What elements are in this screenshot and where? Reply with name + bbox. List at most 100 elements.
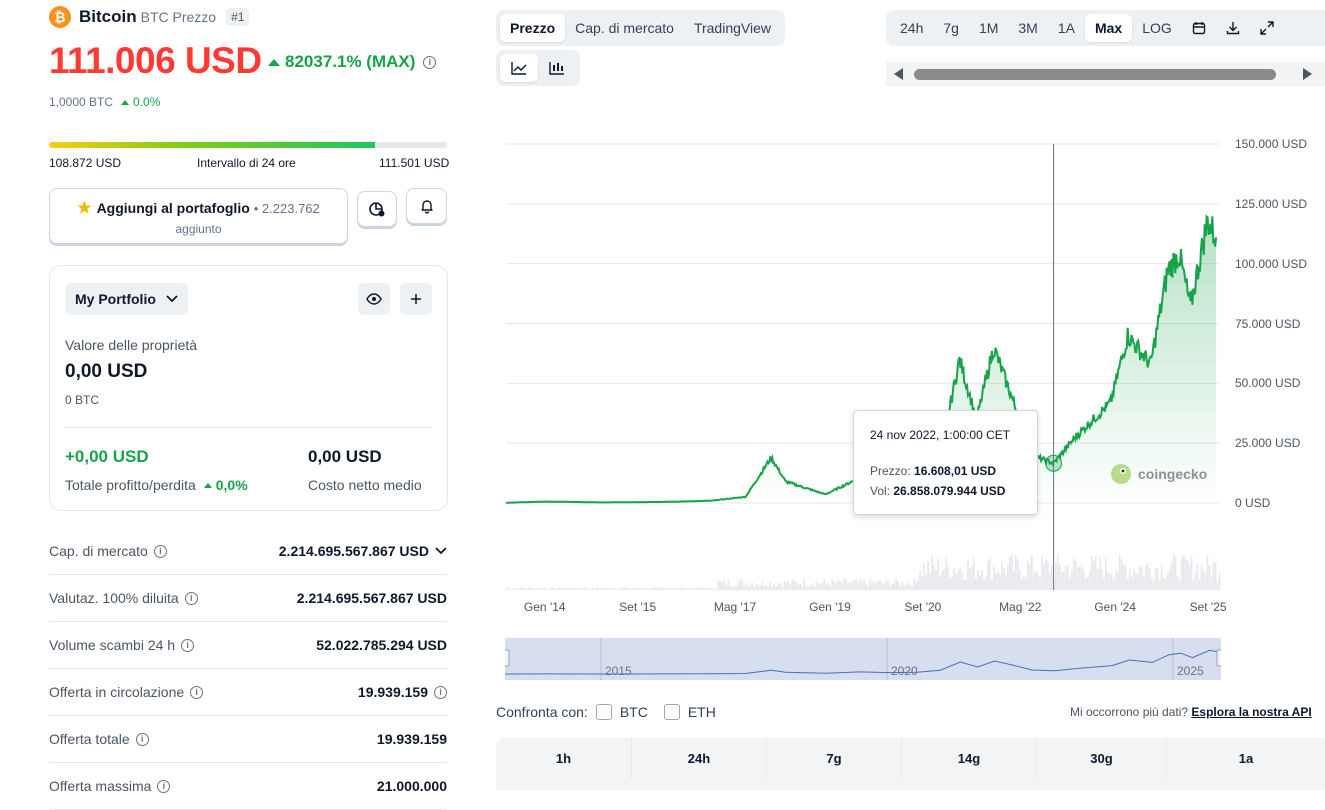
volume-bar [727,579,730,590]
info-icon[interactable]: i [153,544,167,558]
tab-market-cap[interactable]: Cap. di mercato [575,20,674,36]
navigator-left-handle[interactable] [505,649,510,667]
volume-bar [927,561,929,590]
volume-bar [961,572,963,590]
scroll-left-icon[interactable] [894,68,904,80]
calendar-button[interactable] [1182,14,1216,42]
candlestick-icon [549,62,564,75]
btc-value: 1,0000 BTC [49,95,114,109]
range-log[interactable]: LOG [1142,20,1172,36]
candlestick-chart-button[interactable] [538,54,576,82]
volume-bar [759,584,762,590]
volume-bar [1082,570,1085,590]
bitcoin-logo-icon: ₿ [49,6,71,28]
api-prompt-text: Mi occorrono più dati? [1070,705,1189,719]
volume-bar [1156,568,1159,590]
price-alert-button[interactable] [406,188,447,224]
navigator-right-handle[interactable] [1216,649,1221,667]
range-7d[interactable]: 7g [943,20,959,36]
volume-bar [863,579,865,590]
volume-bar [811,584,814,590]
api-link[interactable]: Esplora la nostra API [1191,705,1312,719]
volume-bar [511,588,514,590]
scrollbar-thumb[interactable] [914,69,1276,80]
tooltip-price: 16.608,01 USD [914,464,997,478]
portfolio-dropdown[interactable]: My Portfolio [65,283,188,315]
volume-bar [757,585,760,590]
volume-bar [851,581,853,590]
range-1y[interactable]: 1A [1057,20,1075,36]
range-max[interactable]: Max [1084,14,1133,42]
x-tick-label: Gen '19 [809,600,851,614]
stat-value: 21.000.000 [376,778,447,794]
info-icon[interactable]: i [434,685,447,699]
volume-bar [907,582,909,590]
volume-bar [539,588,542,590]
line-chart-button[interactable] [500,54,538,82]
info-icon[interactable]: i [135,732,149,746]
volume-bar [915,582,917,590]
download-button[interactable] [1216,14,1250,42]
portfolio-chart-button[interactable] [357,191,397,227]
volume-bar [535,588,538,590]
navigator-selection[interactable] [505,638,1221,680]
volume-bar [829,586,832,590]
btc-change: 0.0% [133,95,161,109]
chart-navigator[interactable]: 2015 2020 2025 [505,638,1221,680]
volume-bar [805,586,808,590]
volume-bar [795,581,798,590]
horizontal-scrollbar[interactable] [886,62,1325,86]
range-24h[interactable]: 24h [900,20,924,36]
toggle-visibility-button[interactable] [358,283,390,315]
volume-bar [721,581,724,590]
volume-bar [755,584,758,590]
price-chart[interactable] [500,130,1225,600]
volume-bar [1011,555,1013,590]
up-arrow-icon [268,58,280,66]
eye-icon [366,293,382,305]
compare-eth-label[interactable]: ETH [687,704,716,720]
info-icon[interactable]: i [184,591,198,605]
compare-btc-label[interactable]: BTC [619,704,648,720]
compare-btc-checkbox[interactable] [595,704,612,720]
stat-key: Valutaz. 100% diluita [49,590,179,606]
up-arrow-icon [121,99,130,105]
volume-bar [635,587,638,590]
volume-bar [1176,576,1179,590]
tab-price[interactable]: Prezzo [500,14,566,42]
info-icon[interactable]: i [157,779,171,793]
stat-value: 52.022.785.294 USD [316,637,447,653]
volume-bar [1047,561,1049,590]
volume-bar [1019,569,1021,590]
period-header: 24h [632,738,767,778]
volume-bar [901,581,903,590]
volume-bar [1045,559,1047,590]
scroll-right-icon[interactable] [1302,68,1312,80]
range-1m[interactable]: 1M [978,20,999,36]
volume-bar [693,589,696,590]
volume-bar [653,587,656,590]
range-3m[interactable]: 3M [1018,20,1038,36]
fullscreen-button[interactable] [1250,14,1284,42]
volume-bar [883,583,885,590]
gecko-logo-icon [1111,464,1131,484]
volume-bar [979,574,981,590]
volume-bar [1015,555,1017,590]
add-to-portfolio-button[interactable]: ★ Aggiungi al portafoglio • 2.223.762 aggi… [49,188,348,244]
calendar-icon [1192,22,1205,35]
info-icon[interactable]: i [190,685,204,699]
add-transaction-button[interactable] [400,283,432,315]
compare-eth-checkbox[interactable] [663,704,680,720]
volume-bar [903,585,905,590]
card-divider [65,427,432,428]
volume-bar [623,587,626,590]
info-icon[interactable]: i [423,55,437,69]
volume-bar [937,558,939,590]
chart-type-tabs: Prezzo Cap. di mercato TradingView [496,10,785,46]
tab-tradingview[interactable]: TradingView [693,20,771,36]
volume-bar [1164,578,1167,590]
volume-bar [885,579,887,590]
chevron-down-icon[interactable] [435,547,447,555]
info-icon[interactable]: i [181,638,195,652]
pnl-row: Totale profitto/perdita 0,0% [65,477,248,493]
